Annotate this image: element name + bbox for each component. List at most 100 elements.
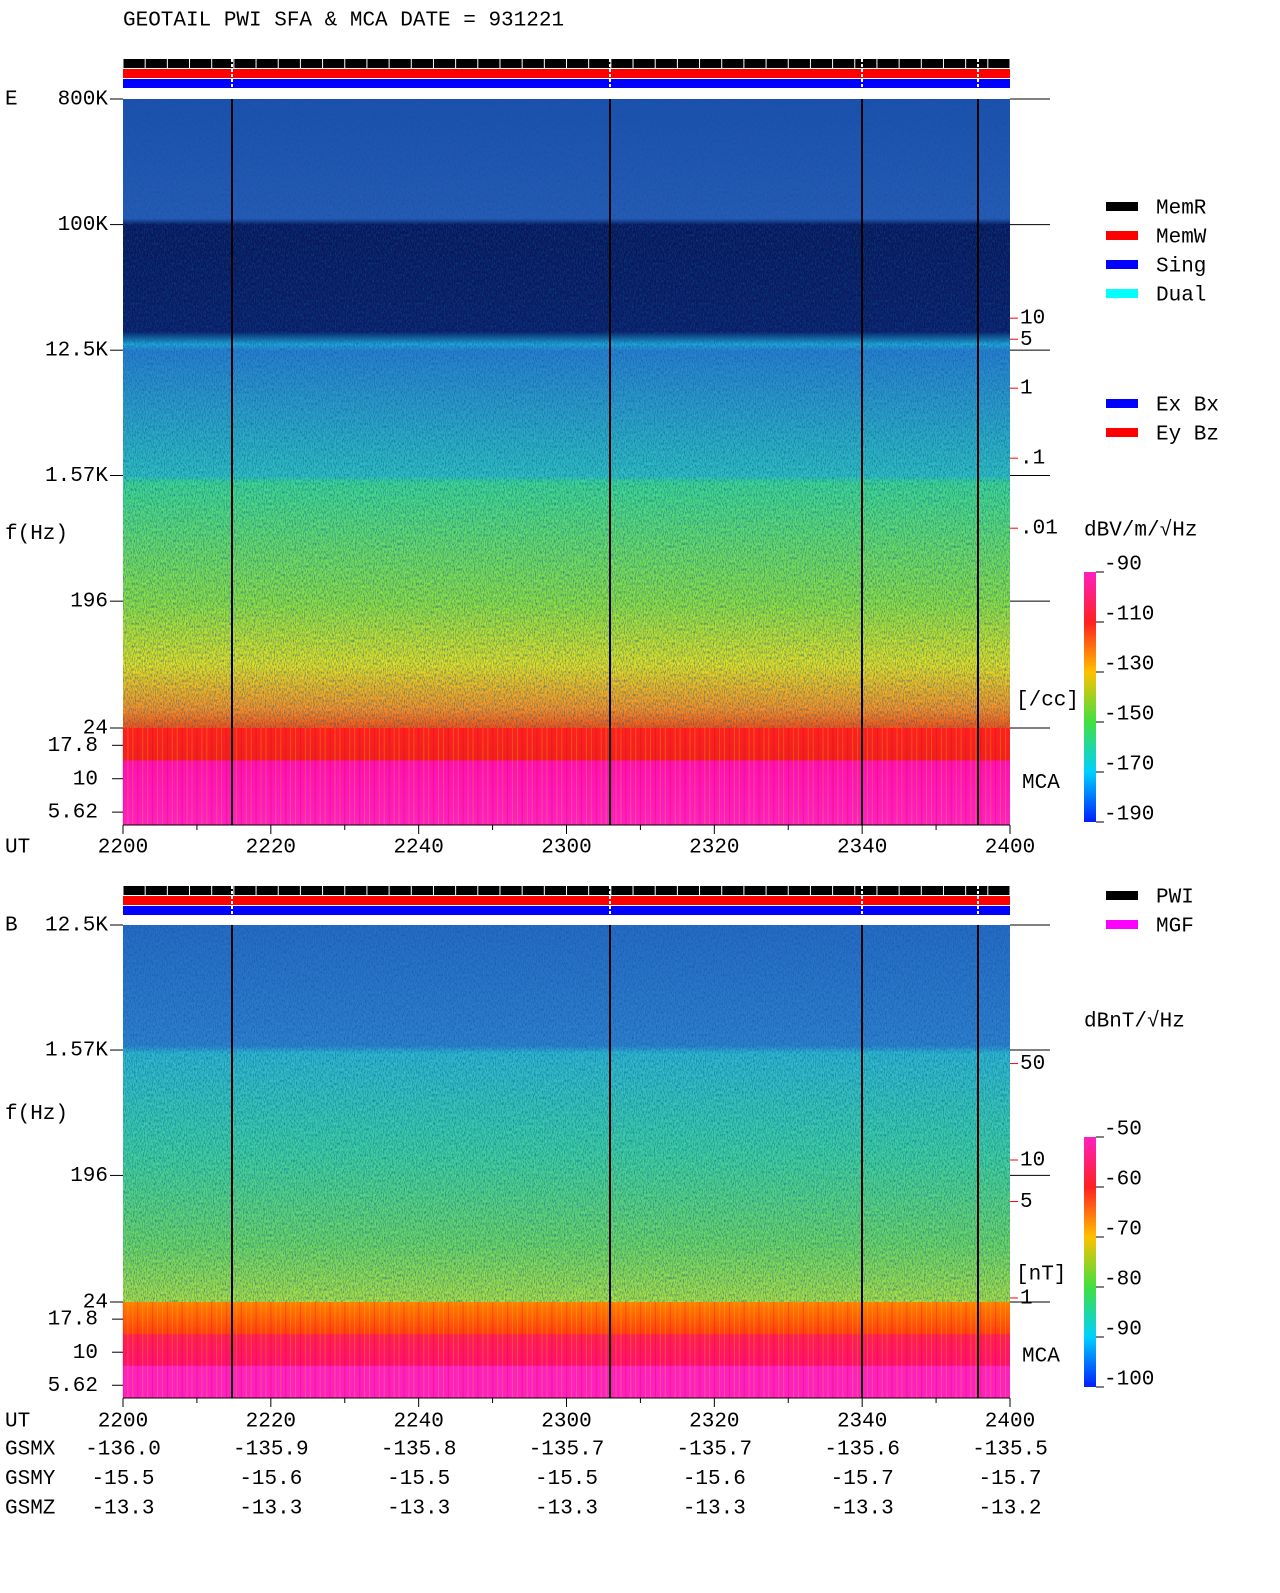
x-tick-label: 2300 — [541, 837, 591, 860]
mca-tick-label: 17.8 — [48, 735, 98, 758]
orbit-value: -13.3 — [387, 1498, 450, 1521]
orbit-value: -135.5 — [972, 1439, 1048, 1462]
legend-swatch — [1106, 289, 1138, 298]
y2-tick-label: 1 — [1020, 378, 1033, 401]
x-tick-label: 2220 — [246, 1411, 296, 1434]
x-tick-label: 2400 — [985, 837, 1035, 860]
x-tick-label: 2300 — [541, 1411, 591, 1434]
x-tick-label: 2320 — [689, 837, 739, 860]
orbit-value: -15.5 — [535, 1468, 598, 1491]
orbit-row-label: GSMX — [5, 1439, 56, 1462]
y-tick-label: 1.57K — [45, 465, 108, 488]
colorbar — [1084, 1137, 1096, 1387]
colorbar-tick-label: -90 — [1104, 1319, 1142, 1342]
x-tick-label: 2200 — [98, 1411, 148, 1434]
legend-label: PWI — [1156, 887, 1194, 910]
y2-tick-label: 10 — [1020, 1150, 1045, 1173]
y-tick-label: 1.57K — [45, 1040, 108, 1063]
mca-label: MCA — [1022, 1346, 1060, 1369]
colorbar-tick-label: -110 — [1104, 604, 1154, 627]
mca-tick-label: 17.8 — [48, 1309, 98, 1332]
panel-label: B — [5, 915, 18, 938]
colorbar — [1084, 572, 1096, 822]
colorbar-tick-label: -50 — [1104, 1119, 1142, 1142]
colorbar-label: dBnT/√Hz — [1084, 1010, 1185, 1034]
y2-tick-label: .01 — [1020, 518, 1058, 541]
orbit-value: -13.3 — [831, 1498, 894, 1521]
colorbar-tick-label: -150 — [1104, 704, 1154, 727]
x-tick-label: 2200 — [98, 837, 148, 860]
colorbar-tick-label: -190 — [1104, 804, 1154, 827]
orbit-value: -13.3 — [535, 1498, 598, 1521]
y-tick-label: 196 — [70, 1165, 108, 1188]
legend-swatch — [1106, 920, 1138, 929]
orbit-value: -15.6 — [683, 1468, 746, 1491]
colorbar-tick-label: -80 — [1104, 1269, 1142, 1292]
orbit-value: -13.3 — [91, 1498, 154, 1521]
y-tick-label: 100K — [58, 214, 109, 237]
y-tick-label: 196 — [70, 591, 108, 614]
legend-label: Ex Bx — [1156, 395, 1219, 418]
orbit-value: -13.3 — [239, 1498, 302, 1521]
status-bar — [123, 69, 1010, 78]
x-tick-label: 2320 — [689, 1411, 739, 1434]
y2-label: [/cc] — [1016, 690, 1079, 713]
legend-label: MGF — [1156, 916, 1194, 939]
y-axis-label: f(Hz) — [5, 523, 68, 546]
x-tick-label: 2240 — [393, 837, 443, 860]
legend-swatch — [1106, 260, 1138, 269]
y-tick-label: 24 — [83, 1292, 108, 1315]
spectrogram-texture — [123, 99, 1010, 728]
x-tick-label: 2340 — [837, 1411, 887, 1434]
x-tick-label: 2240 — [393, 1411, 443, 1434]
colorbar-tick-label: -130 — [1104, 654, 1154, 677]
status-bar — [123, 896, 1010, 905]
x-tick-label: 2340 — [837, 837, 887, 860]
orbit-value: -15.6 — [239, 1468, 302, 1491]
y2-label: [nT] — [1016, 1264, 1066, 1287]
legend-swatch — [1106, 891, 1138, 900]
orbit-value: -15.7 — [831, 1468, 894, 1491]
orbit-value: -135.7 — [529, 1439, 605, 1462]
orbit-value: -13.3 — [683, 1498, 746, 1521]
x-axis-label: UT — [5, 1411, 30, 1434]
orbit-value: -135.8 — [381, 1439, 457, 1462]
orbit-value: -15.5 — [91, 1468, 154, 1491]
y-axis-label: f(Hz) — [5, 1103, 68, 1126]
status-bar — [123, 79, 1010, 88]
colorbar-tick-label: -170 — [1104, 754, 1154, 777]
y-tick-label: 12.5K — [45, 340, 108, 363]
title: GEOTAIL PWI SFA & MCA DATE = 931221 — [123, 10, 564, 33]
spectrogram-texture — [123, 925, 1010, 1302]
orbit-value: -13.2 — [978, 1498, 1041, 1521]
mca-tick-label: 5.62 — [48, 1375, 98, 1398]
orbit-value: -15.7 — [978, 1468, 1041, 1491]
y-tick-label: 12.5K — [45, 915, 108, 938]
status-bar — [123, 906, 1010, 915]
mca-tick-label: 5.62 — [48, 802, 98, 825]
y2-tick-label: 1 — [1020, 1288, 1033, 1311]
orbit-row-label: GSMY — [5, 1468, 56, 1491]
mca-label: MCA — [1022, 772, 1060, 795]
mca-tick-label: 10 — [73, 768, 98, 791]
panel-label: E — [5, 89, 18, 112]
y2-tick-label: .1 — [1020, 448, 1045, 471]
orbit-row-label: GSMZ — [5, 1498, 55, 1521]
legend-swatch — [1106, 231, 1138, 240]
x-tick-label: 2400 — [985, 1411, 1035, 1434]
legend-label: Ey Bz — [1156, 424, 1219, 447]
mca-tick-label: 10 — [73, 1342, 98, 1365]
x-tick-label: 2220 — [246, 837, 296, 860]
y2-tick-label: 5 — [1020, 1191, 1033, 1214]
legend-swatch — [1106, 428, 1138, 437]
legend-label: Sing — [1156, 256, 1206, 279]
orbit-value: -136.0 — [85, 1439, 161, 1462]
orbit-value: -135.6 — [824, 1439, 900, 1462]
orbit-value: -135.9 — [233, 1439, 309, 1462]
colorbar-tick-label: -90 — [1104, 554, 1142, 577]
colorbar-tick-label: -100 — [1104, 1369, 1154, 1392]
x-axis-label: UT — [5, 837, 30, 860]
legend-label: MemR — [1156, 198, 1207, 221]
y-tick-label: 24 — [83, 718, 108, 741]
